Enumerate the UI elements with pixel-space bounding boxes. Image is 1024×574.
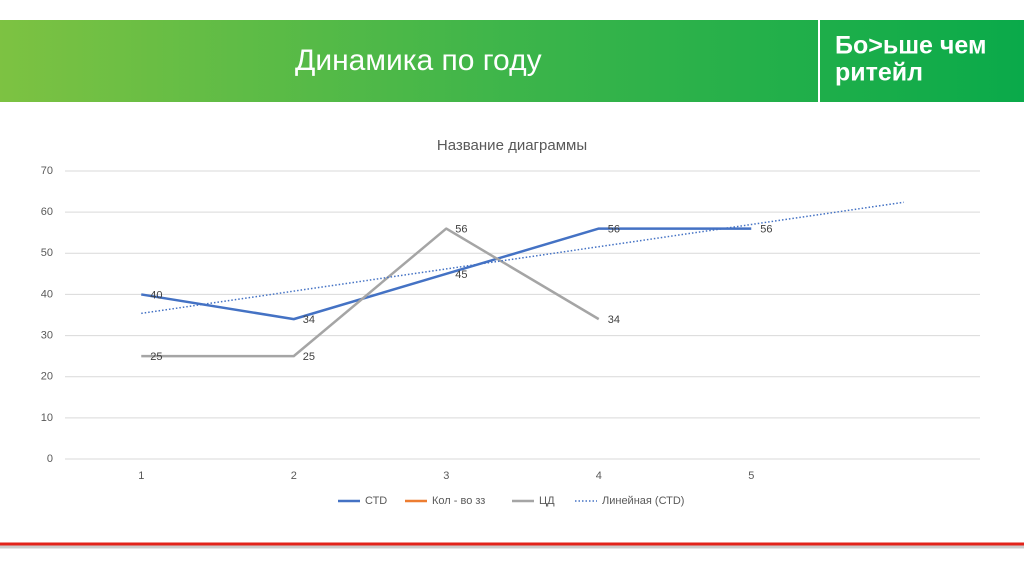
y-tick-label: 70 [41, 165, 53, 177]
data-label: 45 [455, 269, 467, 281]
x-tick-label: 3 [443, 470, 449, 482]
x-tick-label: 4 [596, 470, 602, 482]
chart-title: Название диаграммы [437, 137, 587, 154]
logo-line: ритейл [835, 59, 923, 87]
data-label: 56 [760, 224, 772, 236]
data-label: 34 [608, 314, 620, 326]
x-tick-label: 1 [138, 470, 144, 482]
legend-label: СТD [365, 495, 387, 507]
y-tick-label: 40 [41, 288, 53, 300]
trend-line [141, 201, 904, 315]
data-label: 25 [303, 351, 315, 363]
y-tick-label: 10 [41, 412, 53, 424]
data-label: 34 [303, 314, 315, 326]
data-label: 25 [150, 351, 162, 363]
x-tick-label: 2 [291, 470, 297, 482]
series-line [141, 227, 752, 321]
logo-line: Бо>ьше чем [835, 32, 986, 60]
y-tick-label: 30 [41, 329, 53, 341]
y-tick-label: 20 [41, 371, 53, 383]
data-label: 56 [455, 224, 467, 236]
x-tick-label: 5 [748, 470, 754, 482]
legend-label: Кол - во зз [432, 495, 485, 507]
data-label: 40 [150, 289, 162, 301]
data-label: 56 [608, 224, 620, 236]
header-band [0, 20, 1024, 102]
y-tick-label: 60 [41, 206, 53, 218]
y-tick-label: 0 [47, 453, 53, 465]
legend-label: ЦД [539, 495, 555, 507]
slide-title: Динамика по году [295, 44, 542, 77]
legend-label: Линейная (СТD) [602, 495, 684, 507]
y-tick-label: 50 [41, 247, 53, 259]
series-line [141, 227, 600, 358]
